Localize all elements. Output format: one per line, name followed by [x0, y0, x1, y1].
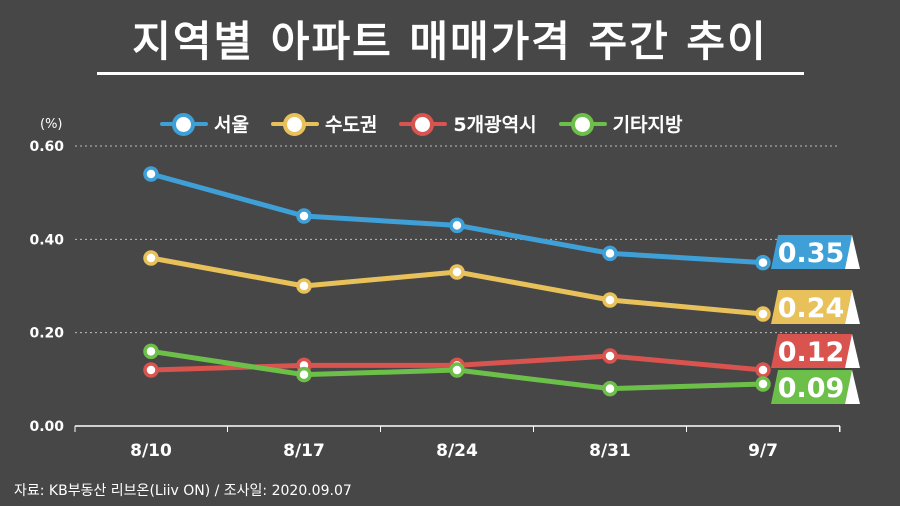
end-label-notch — [845, 370, 860, 404]
x-tick-label: 8/24 — [436, 441, 478, 461]
data-point — [755, 362, 771, 378]
data-point — [143, 343, 159, 360]
data-point — [602, 380, 618, 397]
legend-label: 기타지방 — [612, 114, 683, 136]
end-label-value: 0.12 — [778, 337, 845, 368]
end-label-value: 0.24 — [778, 293, 845, 324]
data-point — [755, 376, 771, 392]
legend: 서울 수도권 5개광역시 기타지방 — [160, 110, 682, 137]
legend-label: 서울 — [214, 114, 249, 136]
source-note: 자료: KB부동산 리브온(Liiv ON) / 조사일: 2020.09.07 — [14, 483, 352, 499]
data-point — [296, 208, 312, 224]
legend-item-capital: 수도권 — [270, 110, 378, 137]
x-tick-label: 8/17 — [283, 441, 325, 461]
end-label-notch — [845, 290, 860, 324]
end-label-badge — [771, 235, 852, 269]
end-label-badge — [771, 290, 852, 324]
chart-title: 지역별 아파트 매매가격 주간 추이 — [132, 17, 768, 66]
legend-item-seoul: 서울 — [160, 110, 249, 137]
legend-marker-icon — [399, 112, 448, 136]
legend-marker-icon — [270, 112, 319, 136]
data-point — [602, 348, 618, 364]
data-point — [449, 217, 465, 234]
y-tick-label: 0.20 — [29, 326, 64, 342]
data-point — [296, 278, 312, 294]
legend-item-metro: 5개광역시 — [399, 110, 537, 137]
end-label-notch — [845, 235, 860, 269]
legend-label: 수도권 — [324, 114, 378, 136]
data-point — [143, 250, 159, 266]
end-label-badge — [771, 370, 852, 404]
legend-label: 5개광역시 — [453, 114, 537, 136]
data-point — [755, 306, 771, 322]
data-point — [143, 166, 159, 182]
data-point — [602, 292, 618, 308]
end-label-value: 0.09 — [778, 373, 845, 404]
legend-marker-icon — [558, 112, 607, 136]
end-label-notch — [845, 334, 860, 368]
x-tick-label: 8/10 — [130, 441, 172, 461]
end-label-badge — [771, 334, 852, 368]
y-tick-label: 0.00 — [29, 419, 64, 435]
y-axis-unit: (%) — [40, 117, 63, 132]
x-tick-label: 8/31 — [589, 441, 631, 461]
data-point — [449, 264, 465, 280]
data-point — [755, 254, 771, 271]
data-point — [449, 362, 465, 378]
end-label-value: 0.35 — [778, 238, 845, 269]
x-tick-label: 9/7 — [748, 441, 778, 461]
data-point — [602, 245, 618, 262]
legend-item-other: 기타지방 — [558, 110, 683, 137]
y-tick-label: 0.60 — [29, 139, 64, 155]
data-point — [296, 366, 312, 383]
title-underline — [97, 72, 804, 75]
legend-marker-icon — [160, 112, 208, 136]
data-point — [143, 362, 159, 378]
y-tick-label: 0.40 — [29, 232, 64, 248]
